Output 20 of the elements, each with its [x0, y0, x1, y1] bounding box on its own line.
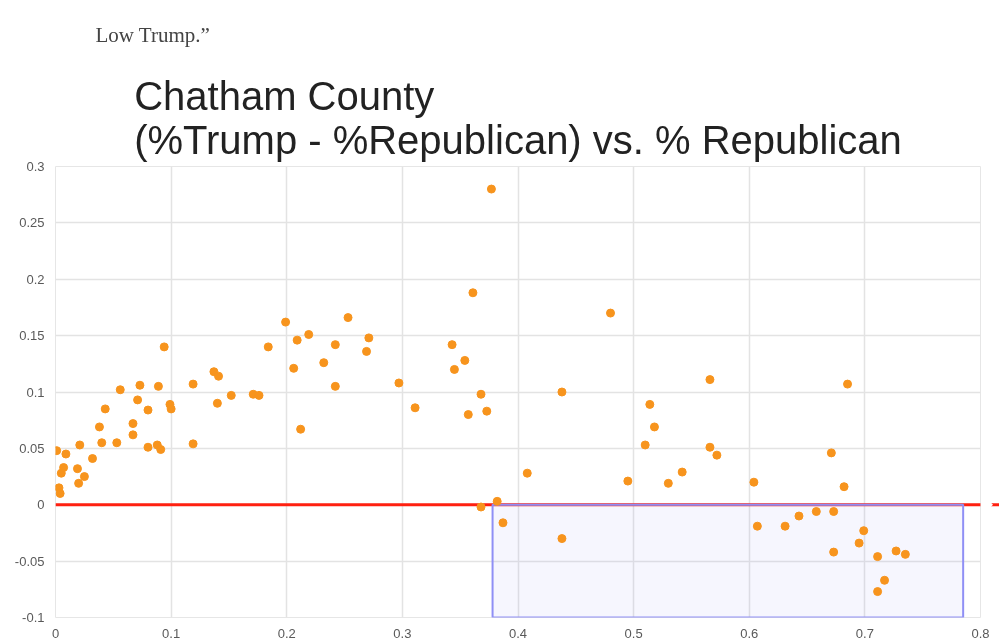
- y-tick-label: 0.15: [19, 328, 45, 344]
- y-tick-label: 0.3: [26, 159, 45, 174]
- x-tick-label: 0.4: [508, 625, 528, 641]
- x-tick-label: 0: [51, 625, 60, 641]
- x-tick-label: 0.6: [740, 625, 759, 641]
- x-tick-label: 0.2: [277, 625, 296, 641]
- y-tick-label: 0: [37, 497, 45, 513]
- text: Low Trump.”: [95, 22, 210, 47]
- y-tick-label: 0.2: [26, 271, 45, 287]
- y-tick-label: -0.1: [22, 610, 45, 625]
- y-tick-label: 0.25: [19, 215, 45, 231]
- chart-title: Chatham County (%Trump - %Republican) vs. % Republican: [134, 73, 902, 162]
- y-tick-label: -0.05: [14, 553, 45, 569]
- x-tick-label: 0.5: [624, 625, 643, 641]
- x-tick-label: 0.1: [162, 625, 181, 641]
- y-tick-label: 0.1: [26, 384, 45, 400]
- x-tick-label: 0.3: [393, 625, 412, 641]
- y-tick-label: 0.05: [19, 440, 45, 456]
- x-tick-label: 0.7: [855, 625, 874, 641]
- x-tick-label: 0.8: [971, 625, 990, 641]
